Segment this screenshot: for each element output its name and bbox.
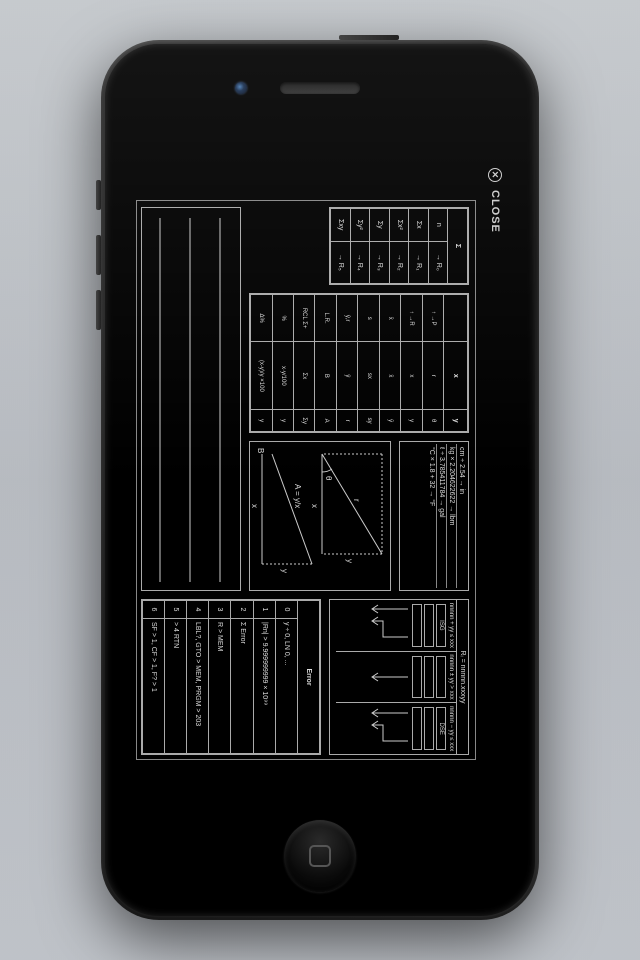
phone-bezel: ✕ CLOSE Σ n→ R₀ Σx→ R₁ Σx²→ R₂ Σy→ R₃ Σy… bbox=[105, 44, 535, 916]
close-button[interactable]: ✕ CLOSE bbox=[488, 168, 502, 233]
svg-text:θ: θ bbox=[324, 476, 333, 481]
sigma-header: Σ bbox=[448, 209, 468, 284]
phone-frame: ✕ CLOSE Σ n→ R₀ Σx→ R₁ Σx²→ R₂ Σy→ R₃ Σy… bbox=[101, 40, 539, 920]
reference-card-view: ✕ CLOSE Σ n→ R₀ Σx→ R₁ Σx²→ R₂ Σy→ R₃ Σy… bbox=[130, 154, 510, 806]
volume-up-button bbox=[96, 235, 101, 275]
triangle-diagrams: x y r θ B x bbox=[249, 441, 391, 591]
ri-column: nnnnn + yy ≤ xxx ISG bbox=[336, 600, 456, 652]
conversions-table: cm ÷ 2.54 → in kg × 2.204622622 → lbm ℓ … bbox=[399, 441, 469, 591]
ri-column: nnnnn ± yy > xxx bbox=[336, 652, 456, 704]
svg-text:r: r bbox=[352, 499, 361, 502]
earpiece-area bbox=[105, 82, 535, 94]
home-icon bbox=[309, 845, 331, 867]
svg-text:x: x bbox=[250, 504, 259, 508]
error-table: Error 0y ÷ 0, LN 0, ... 1|Rn| > 9.999999… bbox=[141, 599, 321, 755]
dse-box: DSE bbox=[436, 707, 446, 750]
isg-box: ISG bbox=[436, 604, 446, 647]
phone-screen: ✕ CLOSE Σ n→ R₀ Σx→ R₁ Σx²→ R₂ Σy→ R₃ Σy… bbox=[130, 154, 510, 806]
conversion-row: cm ÷ 2.54 → in bbox=[456, 444, 466, 588]
volume-down-button bbox=[96, 290, 101, 330]
reference-card: Σ n→ R₀ Σx→ R₁ Σx²→ R₂ Σy→ R₃ Σy²→ R₄ Σx… bbox=[136, 200, 476, 760]
svg-text:x: x bbox=[310, 504, 319, 508]
earpiece-speaker bbox=[280, 82, 360, 94]
triangle-svg: x y r θ B x bbox=[248, 442, 390, 592]
svg-text:y: y bbox=[280, 569, 289, 573]
ri-column: nnnnn − yy ≤ xxx DSE bbox=[336, 703, 456, 754]
power-button bbox=[339, 35, 399, 40]
functions-table: x y ↑ →Prθ ↑ →Rxy x̄x̄ȳ ssxsy ŷ,rŷr L.R.… bbox=[249, 293, 469, 433]
close-label: CLOSE bbox=[489, 190, 501, 233]
close-icon: ✕ bbox=[488, 168, 502, 182]
loop-control-block: Rᵢ = nnnnn.xxxyy nnnnn + yy ≤ xxx ISG nn… bbox=[329, 599, 469, 755]
svg-text:A = y/x: A = y/x bbox=[293, 484, 302, 508]
conversion-row: °C × 1.8 + 32 → °F bbox=[427, 444, 436, 588]
front-camera bbox=[235, 82, 247, 94]
conversion-row: kg × 2.204622622 → lbm bbox=[446, 444, 456, 588]
conversion-row: ℓ ÷ 3.785411784 → gal bbox=[436, 444, 446, 588]
bottom-reference-block bbox=[141, 207, 241, 591]
silent-switch bbox=[96, 180, 101, 210]
ri-header: Rᵢ = nnnnn.xxxyy bbox=[456, 600, 468, 754]
svg-text:B: B bbox=[256, 448, 265, 453]
home-button[interactable] bbox=[284, 820, 356, 892]
error-header: Error bbox=[297, 601, 319, 754]
svg-text:y: y bbox=[345, 559, 354, 563]
sigma-table: Σ n→ R₀ Σx→ R₁ Σx²→ R₂ Σy→ R₃ Σy²→ R₄ Σx… bbox=[329, 207, 469, 285]
